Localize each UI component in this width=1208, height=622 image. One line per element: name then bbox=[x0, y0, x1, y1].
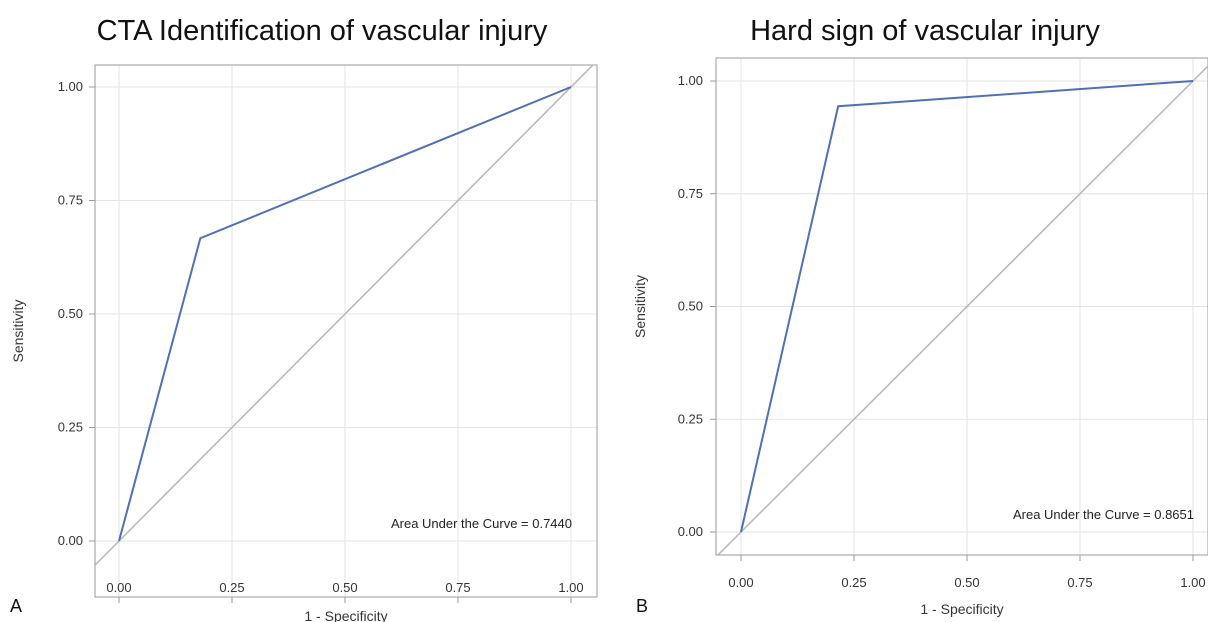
x-tick-label: 0.50 bbox=[954, 575, 979, 590]
y-tick-label: 1.00 bbox=[678, 73, 703, 88]
plot-frame bbox=[94, 64, 598, 598]
roc-panel-b: 0.00 0.25 0.50 0.75 1.00 0.00 0.25 0.50 0.75 1.00… bbox=[632, 15, 1208, 617]
roc-panel-a: 0.00 0.25 0.50 0.75 1.00 0.00 0.25 0.50 0.75 1.00… bbox=[10, 15, 598, 622]
y-axis-label: Sensitivity bbox=[10, 299, 26, 362]
x-tick-label: 0.25 bbox=[841, 575, 866, 590]
y-tick-label: 0.50 bbox=[678, 299, 703, 314]
chart-title: CTA Identification of vascular injury bbox=[97, 15, 548, 47]
y-axis-label: Sensitivity bbox=[632, 275, 648, 338]
y-tick-label: 1.00 bbox=[58, 79, 83, 94]
x-tick-label: 0.00 bbox=[728, 575, 753, 590]
y-tick-label: 0.50 bbox=[58, 306, 83, 321]
auc-annotation: Area Under the Curve = 0.7440 bbox=[391, 516, 572, 531]
x-tick-label: 1.00 bbox=[1180, 575, 1205, 590]
y-tick-label: 0.00 bbox=[678, 524, 703, 539]
x-tick-label: 0.75 bbox=[445, 580, 470, 595]
x-tick-label: 0.25 bbox=[219, 580, 244, 595]
roc-curve bbox=[740, 80, 1194, 533]
reference-diagonal-line bbox=[95, 65, 595, 566]
x-tick-label: 0.00 bbox=[106, 580, 131, 595]
x-axis-label: 1 - Specificity bbox=[304, 608, 387, 622]
reference-diagonal-line bbox=[716, 65, 1208, 555]
chart-title: Hard sign of vascular injury bbox=[750, 15, 1100, 47]
y-tick-label: 0.25 bbox=[58, 420, 83, 435]
x-tick-label: 0.75 bbox=[1067, 575, 1092, 590]
x-axis-label: 1 - Specificity bbox=[920, 601, 1003, 617]
y-tick-label: 0.75 bbox=[678, 186, 703, 201]
y-tick-label: 0.75 bbox=[58, 193, 83, 208]
roc-curve bbox=[118, 86, 572, 542]
x-tick-label: 0.50 bbox=[332, 580, 357, 595]
panel-letter: B bbox=[636, 596, 648, 616]
y-tick-label: 0.00 bbox=[58, 533, 83, 548]
x-tick-label: 1.00 bbox=[558, 580, 583, 595]
y-tick-label: 0.25 bbox=[678, 411, 703, 426]
panel-letter: A bbox=[10, 596, 22, 616]
auc-annotation: Area Under the Curve = 0.8651 bbox=[1013, 507, 1194, 522]
